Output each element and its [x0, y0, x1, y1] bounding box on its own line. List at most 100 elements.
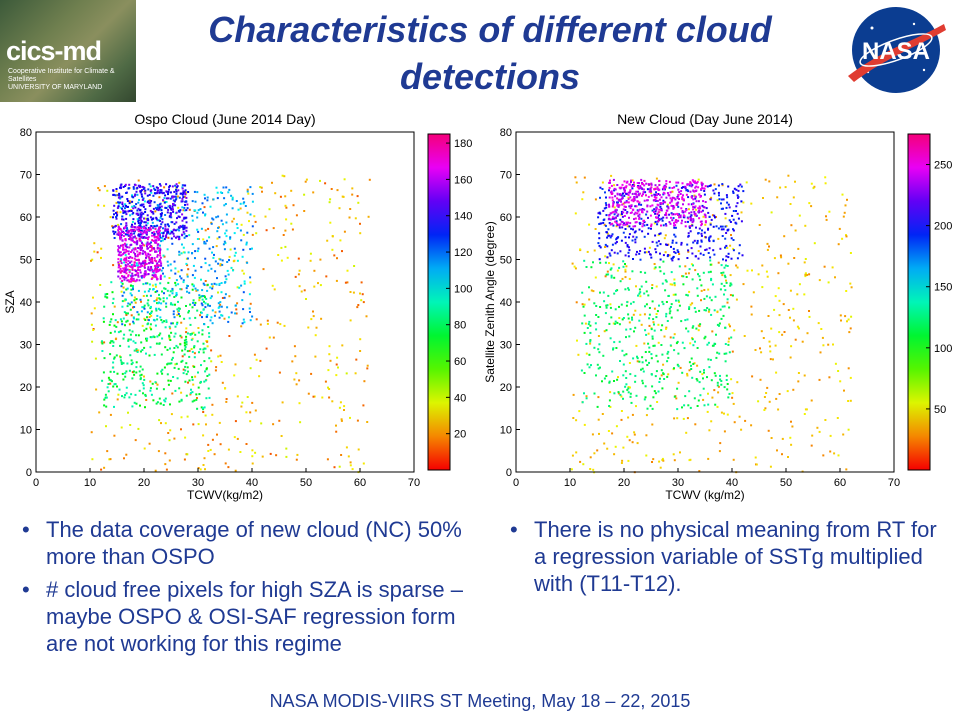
scatter-point — [665, 327, 667, 330]
scatter-point — [222, 243, 225, 246]
scatter-point — [620, 418, 623, 421]
scatter-point — [155, 217, 158, 220]
scatter-point — [176, 346, 179, 349]
scatter-point — [122, 286, 125, 289]
scatter-point — [286, 256, 289, 259]
scatter-point — [170, 322, 173, 325]
scatter-point — [173, 260, 176, 263]
scatter-point — [729, 221, 732, 223]
scatter-point — [208, 247, 211, 250]
scatter-point — [245, 443, 248, 445]
scatter-point — [608, 405, 611, 407]
scatter-point — [319, 179, 321, 182]
scatter-point — [630, 227, 633, 230]
scatter-point — [235, 223, 238, 226]
scatter-point — [123, 257, 126, 260]
scatter-point — [694, 205, 697, 208]
scatter-point — [131, 249, 134, 252]
scatter-point — [589, 331, 592, 334]
scatter-point — [796, 293, 799, 296]
scatter-point — [154, 265, 157, 267]
scatter-point — [150, 245, 153, 248]
scatter-point — [349, 319, 352, 322]
scatter-point — [628, 439, 631, 442]
scatter-point — [586, 250, 589, 253]
scatter-point — [723, 285, 726, 287]
scatter-point — [115, 216, 118, 218]
scatter-point — [272, 423, 275, 426]
scatter-point — [669, 336, 672, 339]
scatter-point — [624, 236, 627, 239]
scatter-point — [696, 405, 699, 407]
scatter-point — [645, 454, 648, 457]
scatter-point — [705, 248, 708, 251]
scatter-point — [200, 227, 203, 230]
scatter-point — [124, 244, 127, 247]
scatter-point — [603, 218, 606, 221]
scatter-point — [612, 224, 615, 227]
scatter-point — [121, 215, 124, 218]
scatter-point — [688, 308, 691, 310]
scatter-point — [709, 259, 712, 262]
scatter-point — [783, 331, 786, 333]
scatter-point — [158, 203, 161, 206]
scatter-point — [701, 187, 704, 190]
scatter-point — [673, 224, 675, 227]
scatter-point — [178, 315, 181, 318]
scatter-point — [236, 286, 239, 289]
scatter-point — [637, 294, 639, 297]
scatter-point — [653, 390, 656, 393]
scatter-point — [120, 232, 122, 235]
scatter-point — [654, 184, 657, 187]
scatter-point — [698, 470, 701, 473]
scatter-point — [690, 368, 693, 370]
scatter-point — [221, 192, 224, 194]
scatter-point — [151, 268, 153, 271]
scatter-point — [142, 384, 145, 387]
scatter-point — [581, 401, 584, 404]
scatter-point — [135, 298, 138, 301]
scatter-point — [682, 198, 685, 201]
scatter-point — [693, 239, 696, 242]
scatter-point — [614, 320, 617, 323]
scatter-point — [632, 225, 635, 228]
scatter-point — [251, 192, 254, 195]
scatter-point — [718, 322, 721, 325]
scatter-point — [704, 216, 707, 219]
scatter-point — [181, 359, 184, 362]
scatter-point — [164, 214, 167, 216]
scatter-point — [656, 310, 659, 313]
scatter-point — [768, 400, 771, 403]
scatter-point — [619, 193, 622, 196]
scatter-point — [672, 293, 675, 296]
scatter-point — [244, 205, 247, 207]
scatter-point — [646, 204, 649, 207]
scatter-point — [630, 401, 633, 404]
scatter-point — [599, 291, 601, 294]
scatter-point — [224, 275, 227, 278]
scatter-point — [161, 372, 164, 375]
scatter-point — [710, 277, 713, 280]
scatter-point — [159, 233, 161, 236]
scatter-point — [108, 323, 111, 326]
scatter-point — [143, 329, 146, 332]
scatter-point — [183, 209, 186, 212]
scatter-point — [714, 188, 717, 191]
scatter-point — [170, 208, 173, 211]
colorbar-tick-label: 50 — [934, 404, 946, 416]
scatter-point — [803, 293, 806, 296]
scatter-point — [166, 231, 169, 233]
scatter-point — [177, 189, 180, 192]
scatter-point — [129, 303, 132, 306]
scatter-point — [574, 212, 577, 215]
scatter-point — [694, 180, 696, 183]
scatter-point — [200, 302, 203, 305]
scatter-point — [810, 182, 813, 185]
scatter-point — [651, 284, 654, 286]
scatter-point — [644, 351, 647, 353]
scatter-point — [154, 259, 156, 262]
scatter-point — [648, 317, 651, 320]
scatter-point — [652, 318, 655, 321]
scatter-point — [163, 287, 166, 290]
scatter-point — [616, 289, 619, 292]
